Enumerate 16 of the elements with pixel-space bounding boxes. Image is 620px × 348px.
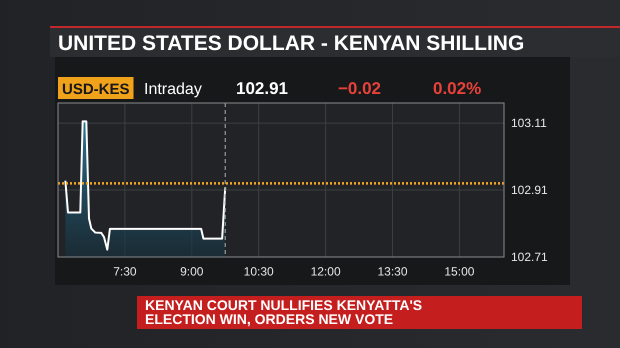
text: USD-KES xyxy=(62,81,130,98)
text: 102.91 xyxy=(236,79,288,98)
y-tick-label: 103.11 xyxy=(511,116,548,130)
text: −0.02 xyxy=(338,79,382,98)
text: 0.02% xyxy=(433,79,482,98)
x-tick-label: 13:30 xyxy=(377,264,408,279)
x-tick-label: 12:00 xyxy=(310,264,341,279)
text: Intraday xyxy=(144,81,202,98)
x-tick-label: 9:00 xyxy=(180,264,204,279)
y-tick-label: 102.91 xyxy=(511,182,548,197)
x-tick-label: 15:00 xyxy=(444,264,475,279)
y-tick-label: 102.71 xyxy=(511,250,548,264)
x-tick-label: 10:30 xyxy=(244,264,274,279)
chart-title: UNITED STATES DOLLAR - KENYAN SHILLING xyxy=(58,32,524,55)
x-tick-label: 7:30 xyxy=(113,264,137,279)
text: KENYAN COURT NULLIFIES KENYATTA'S ELECTION WIN, ORDERS NEW VOTE xyxy=(145,297,422,327)
